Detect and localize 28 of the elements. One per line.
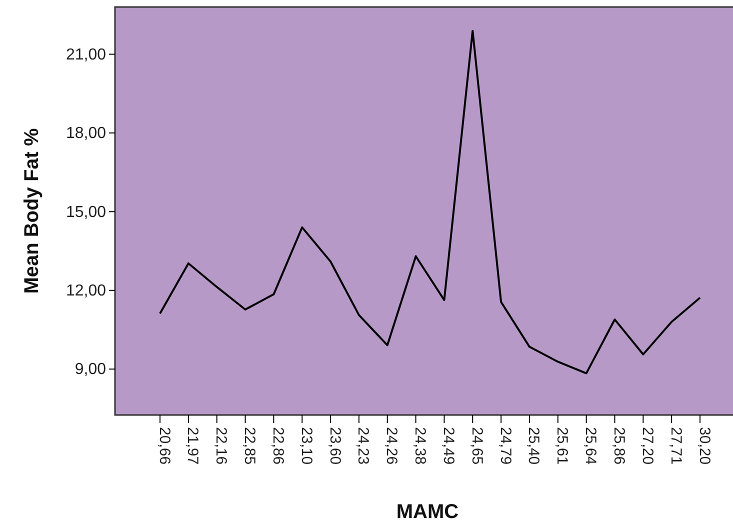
y-tick-label: 21,00 bbox=[66, 46, 106, 64]
y-tick-label: 15,00 bbox=[66, 204, 106, 221]
x-tick-label: 24,38 bbox=[412, 427, 429, 465]
x-tick-label: 27,20 bbox=[638, 427, 656, 465]
x-tick-label: 22,86 bbox=[269, 427, 286, 465]
x-tick-label: 25,64 bbox=[582, 427, 600, 465]
x-tick-label: 25,61 bbox=[554, 427, 571, 465]
x-tick-label: 25,40 bbox=[525, 427, 542, 465]
x-tick-label: 20,66 bbox=[156, 427, 173, 465]
x-tick-label: 21,97 bbox=[184, 427, 202, 465]
x-tick-label: 22,85 bbox=[241, 427, 258, 465]
x-tick-label: 24,26 bbox=[383, 427, 400, 465]
y-axis-title: Mean Body Fat % bbox=[21, 128, 43, 294]
y-tick-label: 9,00 bbox=[74, 361, 106, 378]
x-tick-label: 23,10 bbox=[298, 427, 315, 465]
x-tick-label: 22,16 bbox=[212, 427, 230, 465]
line-series bbox=[159, 30, 701, 374]
x-tick-label: 30,20 bbox=[696, 427, 713, 465]
x-tick-label: 24,49 bbox=[440, 427, 457, 465]
y-tick-label: 18,00 bbox=[66, 125, 106, 142]
y-tick-label: 12,00 bbox=[66, 282, 106, 300]
x-tick-label: 24,79 bbox=[496, 427, 514, 465]
x-tick-label: 23,60 bbox=[326, 427, 344, 465]
x-tick-label: 27,71 bbox=[667, 427, 684, 465]
x-tick-label: 24,23 bbox=[354, 427, 372, 465]
x-tick-label: 24,65 bbox=[468, 427, 486, 465]
x-axis-title: MAMC bbox=[396, 501, 459, 523]
x-tick-label: 25,86 bbox=[610, 427, 628, 465]
